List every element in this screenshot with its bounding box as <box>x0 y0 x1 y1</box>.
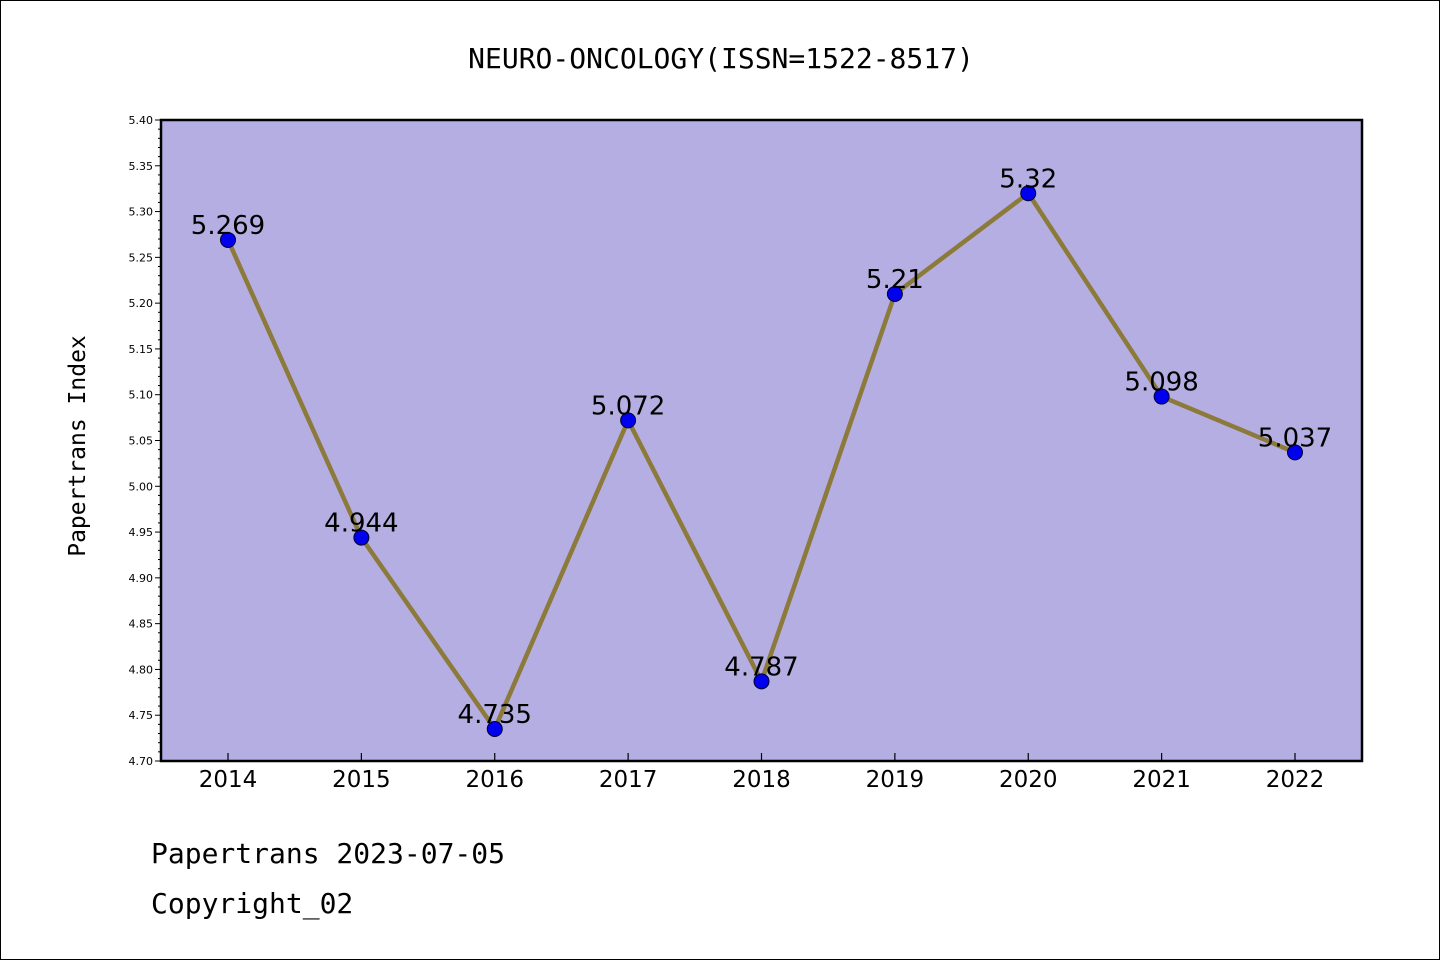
x-tick-label: 2020 <box>999 767 1058 793</box>
plot-border <box>159 118 1364 763</box>
data-label: 4.787 <box>724 652 798 682</box>
y-tick-label: 5.10 <box>129 389 154 402</box>
data-point <box>353 529 370 546</box>
y-tick-label: 4.75 <box>129 709 154 722</box>
footer-date: Papertrans 2023-07-05 <box>151 837 506 870</box>
data-point <box>1020 185 1037 202</box>
y-tick-label: 5.20 <box>129 297 154 310</box>
series-layer <box>220 185 1303 737</box>
x-tick-label: 2018 <box>732 767 791 793</box>
y-tick-label: 4.70 <box>129 755 154 768</box>
y-tick-label: 5.25 <box>129 251 154 264</box>
data-point <box>1287 444 1303 461</box>
y-tick-label: 5.30 <box>129 206 154 219</box>
footer-copyright: Copyright_02 <box>151 887 354 920</box>
y-tick-label: 4.90 <box>129 572 154 585</box>
data-point <box>753 673 770 690</box>
y-tick-label: 5.15 <box>129 343 154 356</box>
data-label: 4.735 <box>458 700 532 730</box>
data-point <box>1153 388 1170 405</box>
x-tick-label: 2014 <box>199 767 258 793</box>
data-label: 5.098 <box>1124 368 1198 398</box>
data-label: 5.037 <box>1258 423 1332 453</box>
y-axis: 4.70 4.75 4.80 4.85 4.90 4.95 5.00 5.05 5.10 5.15… <box>129 114 161 768</box>
y-tick-label: 4.80 <box>129 663 154 676</box>
plot-area <box>161 120 1362 761</box>
data-label: 5.21 <box>866 265 924 295</box>
chart-title: NEURO-ONCOLOGY(ISSN=1522-8517) <box>468 42 974 75</box>
y-tick-label: 4.85 <box>129 618 154 631</box>
y-tick-label: 5.05 <box>129 435 154 448</box>
x-tick-label: 2022 <box>1266 767 1325 793</box>
y-tick-label: 5.35 <box>129 160 154 173</box>
y-axis-label: Papertrans Index <box>65 335 91 557</box>
x-tick-label: 2016 <box>465 767 524 793</box>
y-tick-label: 4.95 <box>129 526 154 539</box>
x-tick-label: 2021 <box>1132 767 1191 793</box>
data-label: 5.269 <box>191 211 265 241</box>
x-tick-label: 2019 <box>866 767 925 793</box>
y-tick-label: 5.40 <box>129 114 154 127</box>
x-tick-label: 2017 <box>599 767 658 793</box>
y-tick-label: 5.00 <box>129 480 154 493</box>
data-point <box>486 720 503 737</box>
data-label: 5.32 <box>999 164 1057 194</box>
data-label: 4.944 <box>324 509 398 539</box>
data-point <box>220 231 236 248</box>
x-tick-label: 2015 <box>332 767 391 793</box>
data-point <box>620 412 637 429</box>
x-axis: 2014 2015 2016 2017 2018 2019 2020 2021 2022 <box>199 753 1325 793</box>
data-point <box>886 285 903 302</box>
data-label: 5.072 <box>591 391 665 421</box>
data-label-layer: 5.269 4.944 4.735 5.072 4.787 5.21 5.32 5.098 5.… <box>191 164 1332 730</box>
